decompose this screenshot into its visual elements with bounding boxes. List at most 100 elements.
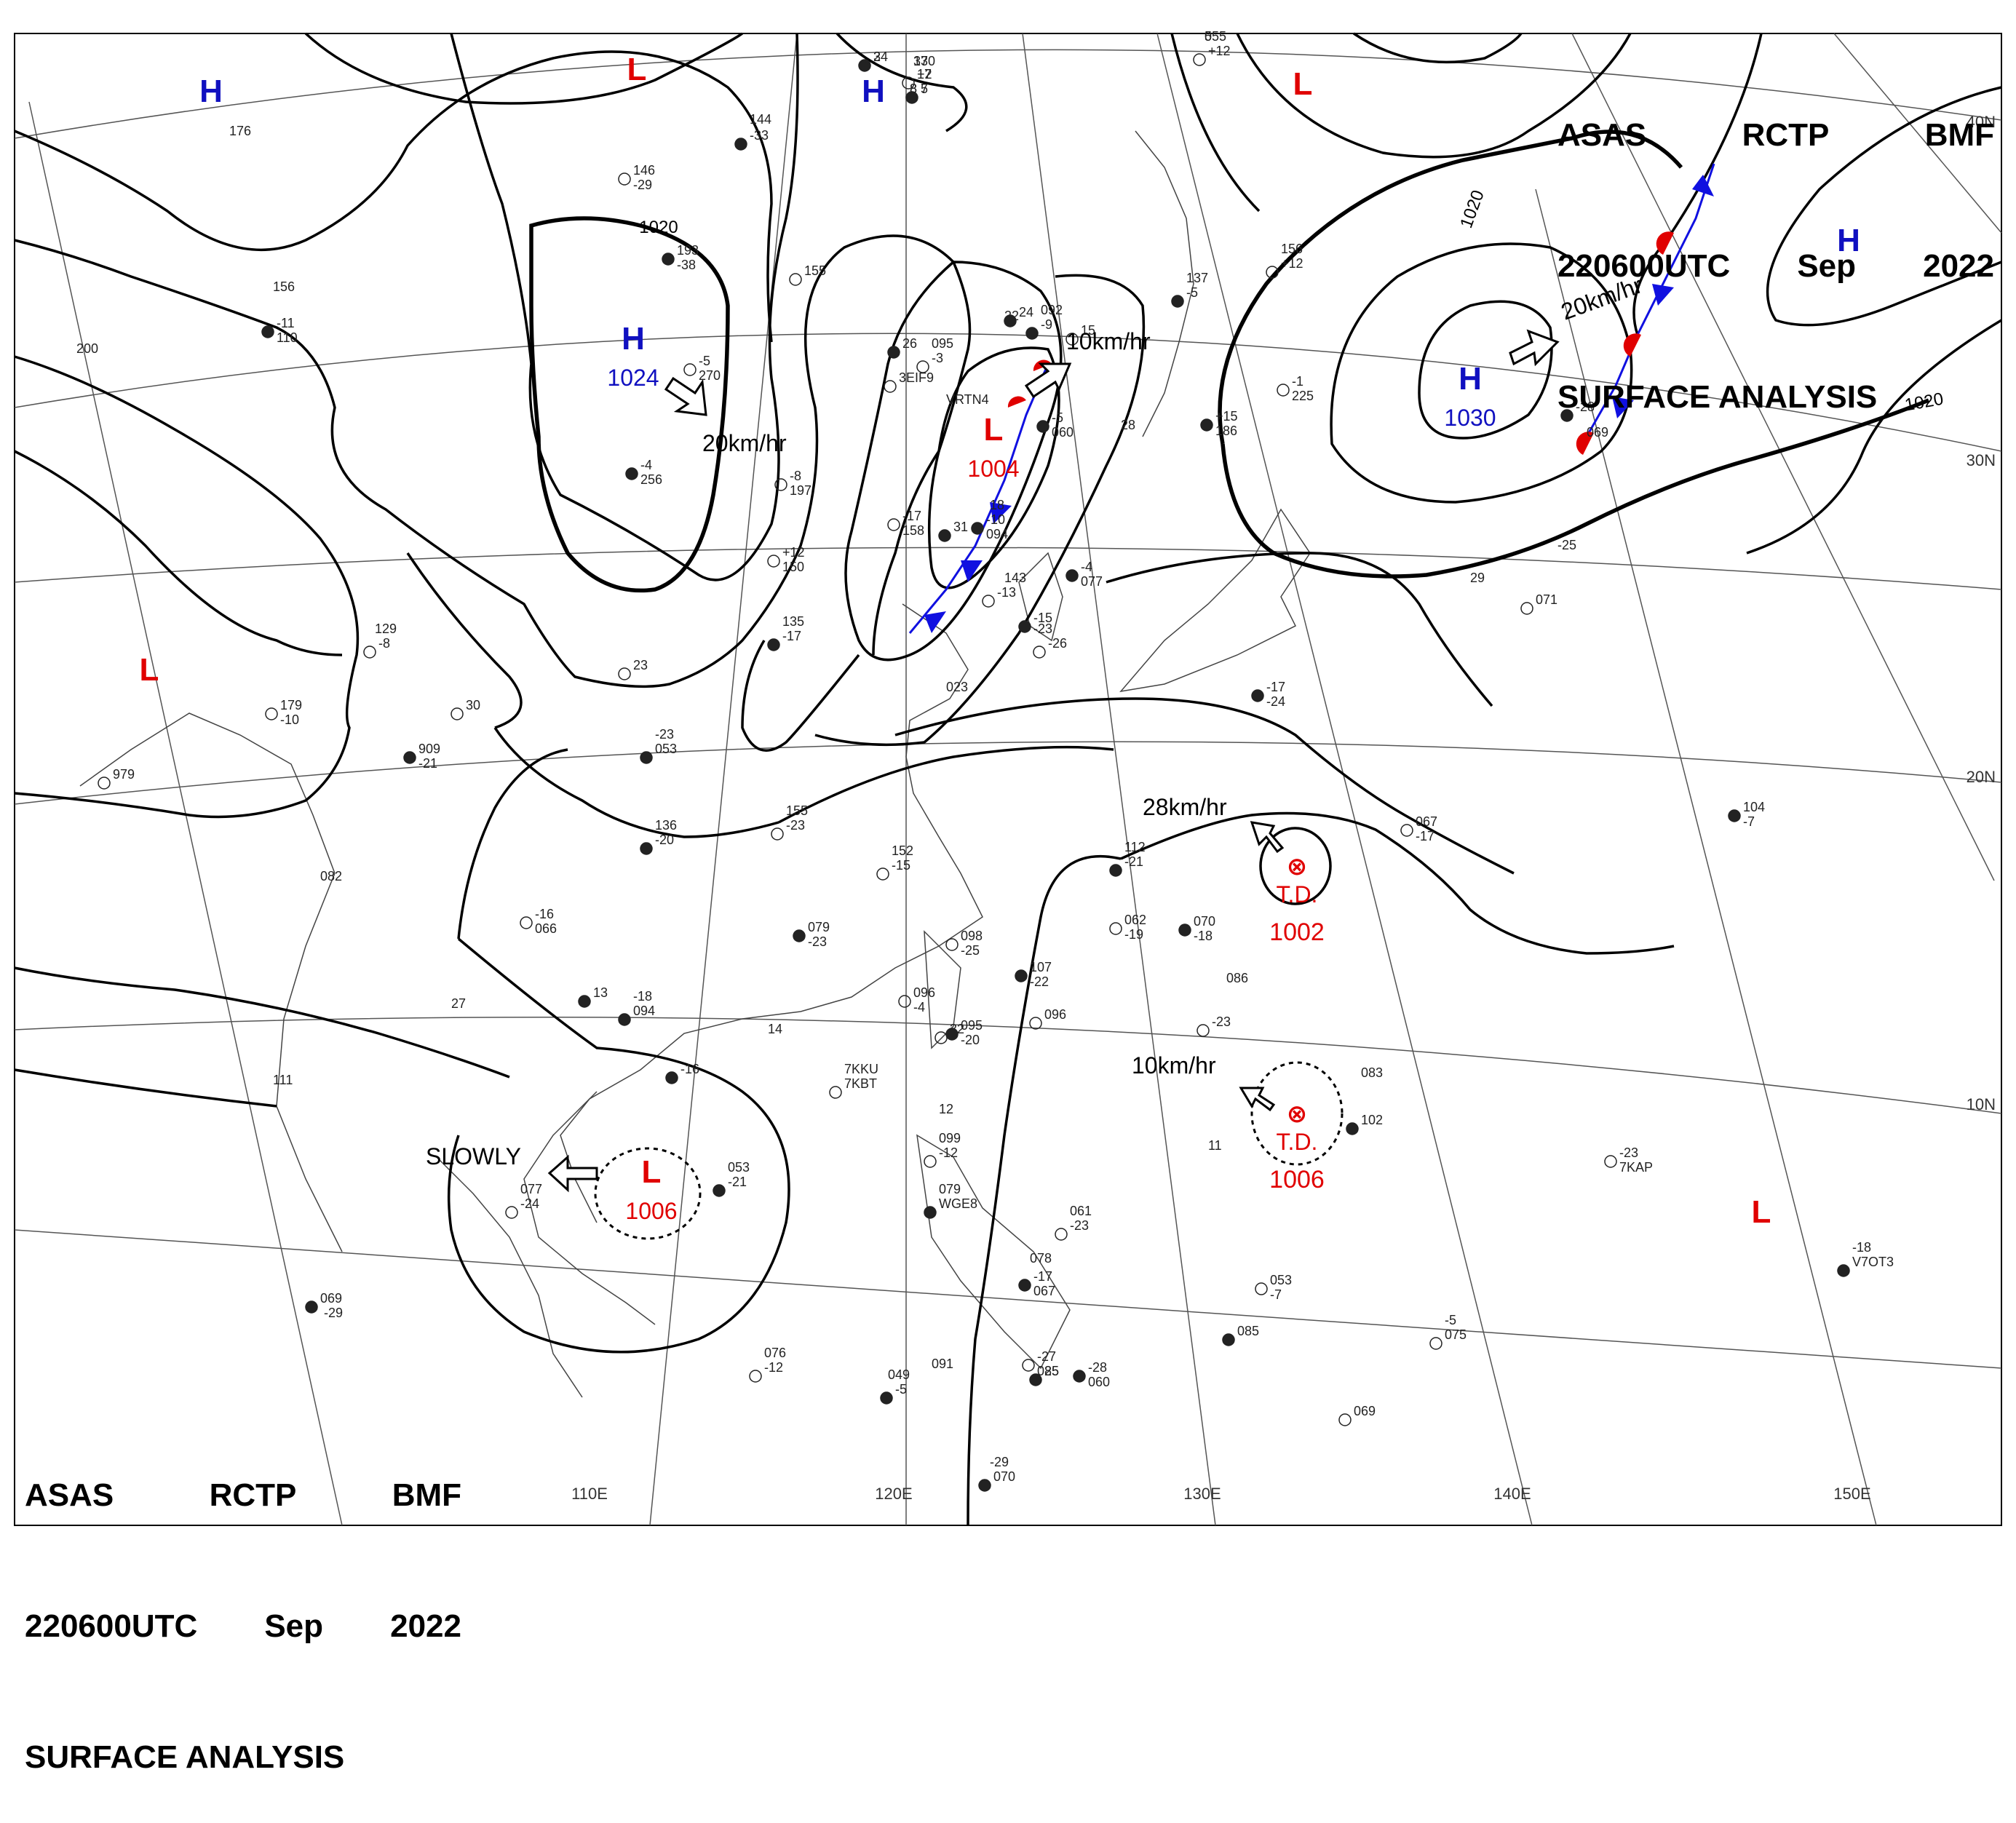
station-value: 053 [1270, 1273, 1292, 1287]
isobar-1008-west-b [493, 727, 779, 838]
station-value: -4 [1081, 560, 1092, 574]
station-value: 155 [786, 803, 808, 818]
station-circle-icon [1728, 809, 1741, 822]
station-circle-icon [403, 751, 416, 764]
station-circle-icon [1193, 53, 1206, 66]
station-value: 33 [913, 54, 928, 68]
station-value: -17 [1033, 1269, 1052, 1284]
station-circle-icon [1837, 1264, 1850, 1277]
station-value: 079 [808, 920, 830, 934]
station-value: 12 [939, 1102, 953, 1116]
station-value: -15 [892, 858, 910, 873]
station-circle-icon [1171, 295, 1184, 308]
station-circle-icon [451, 707, 464, 720]
station-value: 152 [892, 843, 913, 858]
pressure-symbol-l: L [1293, 66, 1313, 102]
station-value: V7OT3 [1852, 1255, 1894, 1269]
station-value: 104 [1743, 800, 1765, 814]
station-value: 060 [1088, 1375, 1110, 1389]
arrow-20kmhr-east [1509, 329, 1560, 367]
station-circle-icon [665, 1071, 678, 1084]
station-value: 060 [1052, 425, 1074, 440]
station-value: -11 [277, 316, 295, 330]
longitude-label: 140E [1493, 1485, 1531, 1503]
valid-month-bottom: Sep [264, 1608, 324, 1644]
station-circle-icon [640, 842, 653, 855]
station-value: -25 [1557, 538, 1576, 552]
isobar-south-west [14, 966, 510, 1079]
station-value: 27 [451, 996, 466, 1011]
isobar-1020-east [1218, 136, 1573, 445]
pressure-symbol-h: H [199, 74, 223, 109]
station-circle-icon [1520, 602, 1533, 615]
isobar-1012-mid [1106, 552, 1493, 707]
station-value: 7KKU [844, 1062, 878, 1076]
station-circle-icon [749, 1370, 762, 1383]
station-circle-icon [924, 1155, 937, 1168]
pressure-symbol-h: H [1459, 361, 1482, 397]
station-value: 070 [1194, 914, 1215, 929]
station-value: 075 [1445, 1327, 1467, 1342]
coast-vietnam [523, 1091, 656, 1325]
station-value: 170 [913, 54, 935, 68]
station-circle-icon [1022, 1359, 1035, 1372]
station-value: 067 [1033, 1284, 1055, 1298]
station-value: -16 [680, 1062, 699, 1076]
station-value: 083 [1361, 1065, 1383, 1080]
station-value: -33 [750, 128, 769, 143]
station-value: 061 [1070, 1204, 1092, 1218]
station-value: 096 [1044, 1007, 1066, 1022]
station-value: 8 [910, 82, 917, 96]
station-circle-icon [1036, 420, 1049, 433]
isobar-west-3 [406, 552, 523, 729]
station-circle-icon [884, 380, 897, 393]
product-code: BMF [1924, 117, 1994, 153]
meridian-140e-b [1535, 188, 1877, 1526]
station-value: 14 [768, 1022, 782, 1036]
coast-china-south [560, 603, 983, 1223]
motion-label: 20km/hr [702, 430, 787, 456]
isobar-1008-mid [894, 697, 1515, 875]
td-value: 1002 [1269, 918, 1325, 946]
station-circle-icon [618, 172, 631, 186]
station-circle-icon [1604, 1155, 1617, 1168]
motion-arrows [547, 329, 1560, 1193]
isobar-top-3 [1170, 33, 1261, 213]
station-value: 077 [520, 1182, 542, 1196]
isobar-north-h [836, 32, 968, 132]
station-circle-icon [971, 522, 984, 535]
station-value: -10 [280, 712, 299, 727]
station-value: 179 [280, 698, 302, 712]
isobar-top-2 [1236, 33, 1632, 159]
isobar-west-1 [14, 50, 773, 343]
parallel-40n [14, 49, 2002, 139]
warm-front-east-semi-3 [1576, 432, 1594, 455]
station-circle-icon [1033, 646, 1046, 659]
station-value: 091 [932, 1357, 953, 1371]
station-value: 137 [1186, 271, 1208, 285]
station-circle-icon [1178, 924, 1191, 937]
station-value: 34 [873, 49, 888, 64]
station-value: -21 [1124, 854, 1143, 869]
station-value: 143 [1004, 571, 1026, 585]
station-value: 158 [902, 523, 924, 538]
isobar-1020-high [529, 216, 730, 593]
station-circle-icon [1029, 1017, 1042, 1030]
station-value: 053 [728, 1160, 750, 1175]
station-value: WGE8 [939, 1196, 977, 1211]
valid-time: 220600UTC [1557, 248, 1731, 284]
isobar-1008-se [1120, 811, 1675, 955]
station-value: -23 [1070, 1218, 1089, 1233]
station-value: 112 [1124, 840, 1146, 854]
pressure-symbol-l: L [1752, 1194, 1771, 1230]
isobar-sw-bottom [14, 1068, 277, 1108]
isobar-1008-mid-b [778, 745, 1114, 824]
station-value: -38 [677, 258, 696, 272]
coast-taiwan [924, 930, 961, 1049]
product-title-bottom: SURFACE ANALYSIS [25, 1739, 345, 1775]
station-value: -28 [1576, 400, 1595, 414]
isobar-east-h [1766, 86, 2002, 327]
station-value: 150 [782, 560, 804, 574]
station-value: 2 [873, 49, 881, 64]
